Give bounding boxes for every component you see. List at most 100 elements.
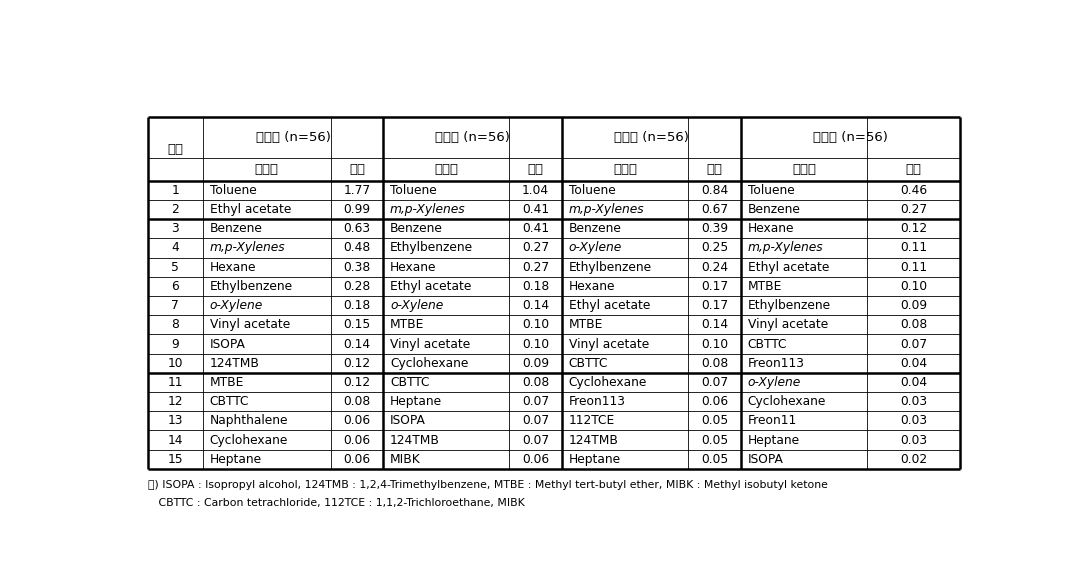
- Text: 0.99: 0.99: [344, 203, 371, 216]
- Text: o-Xylene: o-Xylene: [748, 376, 801, 389]
- Text: o-Xylene: o-Xylene: [390, 299, 443, 312]
- Text: 124TMB: 124TMB: [569, 433, 618, 446]
- Text: 0.04: 0.04: [900, 357, 927, 370]
- Text: Hexane: Hexane: [569, 280, 615, 293]
- Text: 0.06: 0.06: [700, 395, 729, 408]
- Text: 홈해읍 (n=56): 홈해읍 (n=56): [813, 131, 889, 144]
- Text: Naphthalene: Naphthalene: [210, 414, 289, 427]
- Text: Ethyl acetate: Ethyl acetate: [569, 299, 650, 312]
- Text: 13: 13: [168, 414, 183, 427]
- Text: 0.09: 0.09: [900, 299, 927, 312]
- Text: 0.05: 0.05: [700, 414, 729, 427]
- Text: Vinyl acetate: Vinyl acetate: [390, 338, 470, 350]
- Text: 평균: 평균: [349, 163, 365, 176]
- Text: 0.08: 0.08: [522, 376, 549, 389]
- Text: 0.08: 0.08: [700, 357, 729, 370]
- Text: Hexane: Hexane: [748, 222, 795, 235]
- Text: Ethylbenzene: Ethylbenzene: [748, 299, 830, 312]
- Text: Benzene: Benzene: [210, 222, 263, 235]
- Text: 0.12: 0.12: [900, 222, 927, 235]
- Text: Cyclohexane: Cyclohexane: [210, 433, 288, 446]
- Text: m,p-Xylenes: m,p-Xylenes: [569, 203, 644, 216]
- Text: 1.04: 1.04: [522, 184, 549, 197]
- Text: 4: 4: [172, 242, 179, 254]
- Text: 124TMB: 124TMB: [210, 357, 259, 370]
- Text: 0.38: 0.38: [344, 261, 371, 274]
- Text: 연일읍 (n=56): 연일읍 (n=56): [436, 131, 510, 144]
- Text: Heptane: Heptane: [390, 395, 442, 408]
- Text: 0.06: 0.06: [522, 453, 549, 466]
- Text: 0.10: 0.10: [900, 280, 927, 293]
- Text: 0.07: 0.07: [900, 338, 927, 350]
- Text: 9: 9: [172, 338, 179, 350]
- Text: Cyclohexane: Cyclohexane: [748, 395, 826, 408]
- Text: 0.05: 0.05: [700, 433, 729, 446]
- Text: 5: 5: [172, 261, 179, 274]
- Text: Cyclohexane: Cyclohexane: [569, 376, 648, 389]
- Text: 0.84: 0.84: [700, 184, 729, 197]
- Text: 주) ISOPA : Isopropyl alcohol, 124TMB : 1,2,4-Trimethylbenzene, MTBE : Methyl ter: 주) ISOPA : Isopropyl alcohol, 124TMB : 1…: [148, 480, 828, 490]
- Text: 0.48: 0.48: [344, 242, 371, 254]
- Text: 물질명: 물질명: [435, 163, 458, 176]
- Text: 112TCE: 112TCE: [569, 414, 615, 427]
- Text: 평균: 평균: [528, 163, 544, 176]
- Text: MTBE: MTBE: [748, 280, 782, 293]
- Text: 7: 7: [172, 299, 179, 312]
- Text: MIBK: MIBK: [390, 453, 421, 466]
- Text: 11: 11: [168, 376, 183, 389]
- Text: 0.08: 0.08: [900, 318, 927, 331]
- Text: ISOPA: ISOPA: [210, 338, 245, 350]
- Text: 0.07: 0.07: [522, 414, 549, 427]
- Text: Hexane: Hexane: [390, 261, 437, 274]
- Text: 0.05: 0.05: [700, 453, 729, 466]
- Text: ISOPA: ISOPA: [748, 453, 784, 466]
- Text: 10: 10: [168, 357, 183, 370]
- Text: 0.63: 0.63: [344, 222, 371, 235]
- Text: Ethylbenzene: Ethylbenzene: [569, 261, 652, 274]
- Text: 0.12: 0.12: [344, 376, 371, 389]
- Text: MTBE: MTBE: [390, 318, 425, 331]
- Text: Benzene: Benzene: [569, 222, 622, 235]
- Text: 2: 2: [172, 203, 179, 216]
- Text: Heptane: Heptane: [210, 453, 262, 466]
- Text: CBTTC: CBTTC: [569, 357, 609, 370]
- Text: 0.10: 0.10: [522, 338, 549, 350]
- Text: 0.03: 0.03: [900, 433, 927, 446]
- Text: Hexane: Hexane: [210, 261, 256, 274]
- Text: Benzene: Benzene: [390, 222, 443, 235]
- Text: Vinyl acetate: Vinyl acetate: [210, 318, 290, 331]
- Text: 0.06: 0.06: [344, 414, 371, 427]
- Text: 0.18: 0.18: [344, 299, 371, 312]
- Text: 평균: 평균: [906, 163, 922, 176]
- Text: Ethylbenzene: Ethylbenzene: [210, 280, 293, 293]
- Text: 0.27: 0.27: [522, 242, 549, 254]
- Text: Toluene: Toluene: [210, 184, 256, 197]
- Text: 0.18: 0.18: [522, 280, 549, 293]
- Text: m,p-Xylenes: m,p-Xylenes: [210, 242, 285, 254]
- Text: Toluene: Toluene: [748, 184, 795, 197]
- Text: CBTTC : Carbon tetrachloride, 112TCE : 1,1,2-Trichloroethane, MIBK: CBTTC : Carbon tetrachloride, 112TCE : 1…: [148, 498, 524, 508]
- Text: Benzene: Benzene: [748, 203, 801, 216]
- Text: 0.11: 0.11: [900, 242, 927, 254]
- Text: 0.03: 0.03: [900, 395, 927, 408]
- Text: 0.24: 0.24: [700, 261, 729, 274]
- Text: 0.09: 0.09: [522, 357, 549, 370]
- Text: Vinyl acetate: Vinyl acetate: [748, 318, 828, 331]
- Text: 0.14: 0.14: [522, 299, 549, 312]
- Text: Freon113: Freon113: [748, 357, 804, 370]
- Text: 0.15: 0.15: [344, 318, 371, 331]
- Text: Heptane: Heptane: [569, 453, 620, 466]
- Text: 6: 6: [172, 280, 179, 293]
- Text: CBTTC: CBTTC: [390, 376, 429, 389]
- Text: 12: 12: [168, 395, 183, 408]
- Text: 1.77: 1.77: [344, 184, 371, 197]
- Text: 124TMB: 124TMB: [390, 433, 440, 446]
- Text: 0.12: 0.12: [344, 357, 371, 370]
- Text: 0.14: 0.14: [700, 318, 729, 331]
- Text: o-Xylene: o-Xylene: [569, 242, 622, 254]
- Text: Toluene: Toluene: [569, 184, 615, 197]
- Text: Ethylbenzene: Ethylbenzene: [390, 242, 473, 254]
- Text: 0.27: 0.27: [522, 261, 549, 274]
- Text: 1: 1: [172, 184, 179, 197]
- Text: 청림동 (n=56): 청림동 (n=56): [256, 131, 331, 144]
